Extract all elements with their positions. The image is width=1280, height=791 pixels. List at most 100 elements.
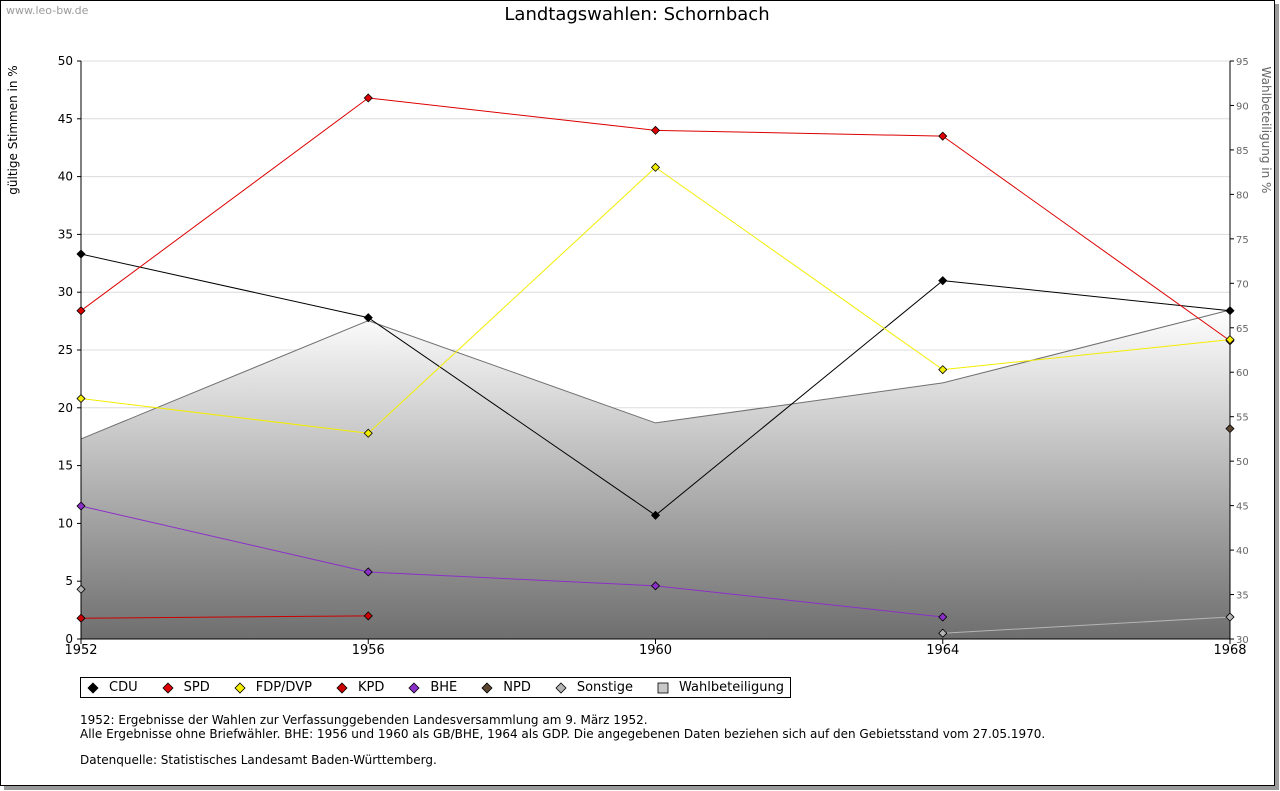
cdu-point: [938, 276, 948, 286]
y-tick-label: 45: [58, 112, 73, 126]
y2-tick-label: 65: [1236, 324, 1249, 335]
y2-tick-label: 30: [1236, 635, 1249, 646]
x-tick-label: 1956: [352, 643, 385, 658]
legend-label: Sonstige: [576, 680, 634, 695]
y2-tick-label: 75: [1236, 235, 1249, 246]
y2-tick-label: 50: [1236, 457, 1249, 468]
cdu-line: [942, 280, 1231, 312]
cdu-line: [80, 253, 369, 319]
legend-marker-icon: [406, 680, 422, 696]
legend-marker-icon: [232, 680, 248, 696]
legend-marker-icon: [160, 680, 176, 696]
legend-label: KPD: [357, 680, 385, 695]
legend-marker-icon: [553, 680, 569, 696]
spd-line: [942, 135, 1231, 342]
y-tick-label: 35: [58, 227, 73, 241]
bhe-point: [650, 581, 661, 591]
legend-label: NPD: [503, 680, 531, 695]
cdu-line: [655, 280, 944, 516]
footnote-1: 1952: Ergebnisse der Wahlen zur Verfassu…: [80, 713, 648, 727]
sonstige-point: [938, 628, 948, 638]
fdp-dvp-point: [1225, 335, 1235, 345]
watermark: www.leo-bw.de: [6, 4, 89, 17]
legend: CDU SPD FDP/DVP KPD BHE NPD Sonstige Wahlbeteil…: [80, 677, 792, 698]
legend-item-fdp-dvp: FDP/DVP: [232, 680, 312, 696]
y-tick-label: 5: [65, 574, 73, 588]
cdu-point: [650, 510, 661, 520]
legend-marker-icon: [479, 680, 495, 696]
y2-tick-label: 70: [1236, 279, 1249, 290]
legend-label: CDU: [109, 680, 138, 695]
bhe-point: [938, 612, 948, 622]
y2-axis-title: Wahlbeteiligung in %: [1259, 67, 1273, 194]
chart-title: Landtagswahlen: Schornbach: [504, 4, 770, 25]
fdp-dvp-point: [650, 162, 661, 172]
fdp-dvp-line: [367, 166, 656, 434]
y2-tick-label: 90: [1236, 101, 1249, 112]
x-tick-label: 1968: [1213, 643, 1246, 658]
cdu-line: [367, 317, 656, 516]
footnote-source: Datenquelle: Statistisches Landesamt Bad…: [80, 753, 437, 767]
footnote-2: Alle Ergebnisse ohne Briefwähler. BHE: 1…: [80, 727, 1046, 741]
sonstige-line: [942, 616, 1231, 634]
legend-marker-icon: [85, 680, 101, 696]
y2-tick-label: 85: [1236, 146, 1249, 157]
legend-label: FDP/DVP: [255, 680, 312, 695]
bhe-line: [368, 571, 656, 587]
y2-tick-label: 80: [1236, 190, 1249, 201]
x-tick-label: 1960: [639, 643, 672, 658]
legend-marker-icon: [334, 680, 350, 696]
x-tick-label: 1964: [926, 643, 959, 658]
bhe-point: [76, 501, 86, 511]
legend-label: BHE: [430, 680, 458, 695]
sonstige-point: [1225, 612, 1235, 622]
legend-item-spd: SPD: [160, 680, 210, 696]
legend-item-bhe: BHE: [406, 680, 457, 696]
spd-point: [76, 306, 86, 316]
fdp-dvp-line: [80, 398, 369, 434]
y-tick-label: 30: [58, 285, 73, 299]
legend-label: Wahlbeteiligung: [679, 680, 785, 695]
y2-tick-label: 95: [1236, 57, 1249, 68]
x-tick-label: 1952: [64, 643, 97, 658]
y-tick-label: 50: [58, 54, 73, 68]
y-tick-label: 15: [58, 459, 73, 473]
y2-tick-label: 60: [1236, 368, 1249, 379]
legend-item-sonstige: Sonstige: [553, 680, 633, 696]
cdu-point: [76, 249, 86, 259]
fdp-dvp-point: [76, 393, 86, 404]
spd-line: [368, 97, 656, 131]
cdu-point: [363, 313, 373, 323]
spd-line: [655, 129, 943, 137]
kpd-line: [80, 615, 369, 619]
y-tick-label: 20: [58, 401, 73, 415]
legend-item-cdu: CDU: [85, 680, 138, 696]
y2-tick-label: 45: [1236, 502, 1249, 513]
bhe-line: [655, 585, 943, 618]
legend-marker-icon: [655, 680, 671, 696]
y-tick-label: 40: [58, 170, 73, 184]
kpd-point: [76, 613, 86, 623]
spd-point: [938, 131, 948, 141]
y2-tick-label: 55: [1236, 413, 1249, 424]
cdu-point: [1225, 306, 1235, 316]
y2-tick-label: 35: [1236, 591, 1249, 602]
legend-item-kpd: KPD: [334, 680, 384, 696]
legend-item-wahlbeteiligung: Wahlbeteiligung: [655, 680, 784, 696]
turnout-line: [80, 309, 1231, 440]
npd-point: [1225, 424, 1235, 434]
spd-line: [80, 97, 369, 312]
footnotes: 1952: Ergebnisse der Wahlen zur Verfassu…: [80, 713, 1045, 767]
bhe-point: [363, 567, 373, 577]
fdp-dvp-line: [655, 166, 944, 371]
bhe-line: [80, 505, 369, 573]
legend-item-npd: NPD: [479, 680, 531, 696]
fdp-dvp-point: [938, 365, 948, 375]
y2-tick-label: 40: [1236, 546, 1249, 557]
y-tick-label: 10: [58, 516, 73, 530]
y-axis-title: gültige Stimmen in %: [6, 65, 20, 194]
fdp-dvp-line: [942, 339, 1231, 371]
spd-point: [650, 125, 661, 135]
fdp-dvp-point: [363, 428, 373, 438]
